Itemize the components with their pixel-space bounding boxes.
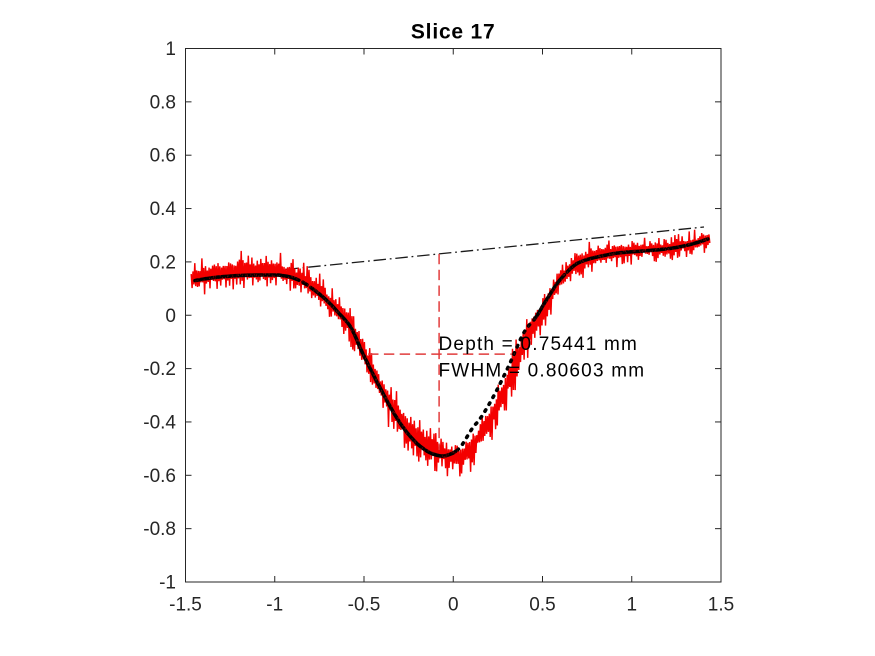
svg-text:0: 0	[165, 306, 176, 327]
svg-text:-0.4: -0.4	[143, 412, 176, 433]
svg-text:-1: -1	[266, 595, 283, 616]
svg-text:-0.2: -0.2	[143, 359, 176, 380]
svg-text:0.8: 0.8	[150, 92, 176, 113]
svg-text:0: 0	[448, 595, 459, 616]
svg-text:0.6: 0.6	[150, 146, 176, 167]
svg-text:-0.8: -0.8	[143, 519, 176, 540]
svg-text:-0.6: -0.6	[143, 466, 176, 487]
svg-text:0.2: 0.2	[150, 252, 176, 273]
svg-text:0.4: 0.4	[150, 199, 177, 220]
svg-text:1: 1	[165, 39, 176, 60]
svg-text:Depth = 0.75441 mm: Depth = 0.75441 mm	[439, 334, 639, 355]
svg-text:-0.5: -0.5	[348, 595, 381, 616]
svg-text:0.5: 0.5	[529, 595, 555, 616]
svg-text:Slice 17: Slice 17	[411, 21, 496, 44]
svg-text:FWHM = 0.80603 mm: FWHM = 0.80603 mm	[439, 361, 646, 382]
svg-text:-1: -1	[159, 573, 176, 594]
svg-text:-1.5: -1.5	[169, 595, 202, 616]
svg-text:1: 1	[626, 595, 637, 616]
svg-text:1.5: 1.5	[708, 595, 734, 616]
